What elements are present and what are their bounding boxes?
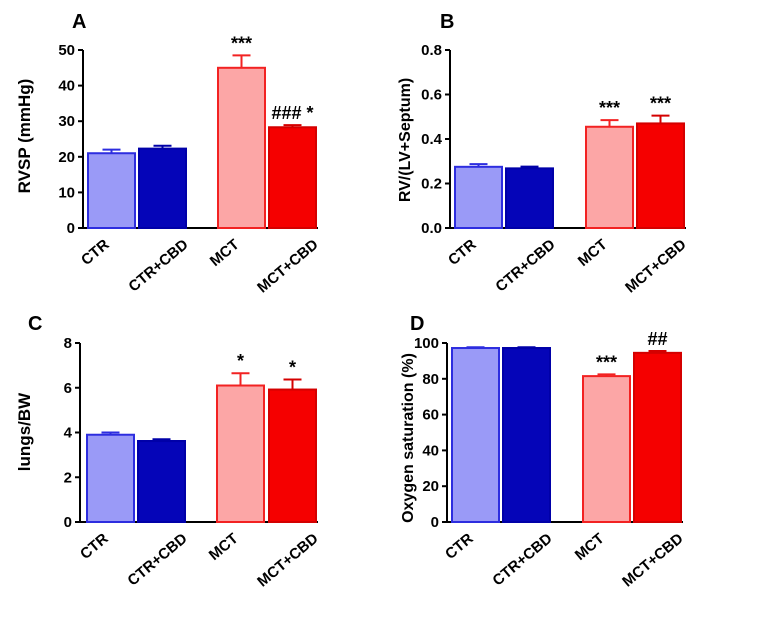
x-tick-label: MCT <box>207 236 243 270</box>
y-tick-label: 0 <box>431 514 439 531</box>
significance-label: * <box>289 357 296 377</box>
y-tick-label: 4 <box>64 425 73 442</box>
x-tick-label: CTR <box>78 236 113 269</box>
y-tick-label: 0.0 <box>421 220 442 237</box>
bar-ctr-cbd <box>138 147 187 229</box>
bar-mct <box>216 384 265 524</box>
bar-ctr <box>451 347 500 523</box>
panel-letter-b: B <box>440 11 454 33</box>
bar-mct-cbd <box>636 122 685 229</box>
bar-ctr-cbd <box>137 440 186 523</box>
x-tick-label: MCT+CBD <box>622 236 690 297</box>
bar-ctr <box>87 152 136 230</box>
y-tick-label: 80 <box>422 371 439 388</box>
y-tick-label: 10 <box>58 184 75 201</box>
y-tick-label: 0 <box>64 514 72 531</box>
x-tick-label: CTR <box>442 530 477 563</box>
bar-mct-cbd <box>268 388 317 524</box>
x-tick-label: MCT+CBD <box>254 236 322 297</box>
bar-mct-cbd <box>633 351 682 523</box>
bar-ctr <box>86 433 135 523</box>
bar-mct-cbd <box>268 126 317 229</box>
x-tick-label: MCT <box>572 530 608 564</box>
panel-d: D Oxygen saturation (%) 0 20 40 60 80 100 CTR C… <box>400 313 687 590</box>
y-tick-label: 40 <box>422 442 439 459</box>
y-tick-label: 0.4 <box>421 131 443 148</box>
significance-label: *** <box>650 94 671 114</box>
y-tick-label: 0.8 <box>421 42 442 59</box>
significance-label: *** <box>599 98 620 118</box>
significance-label: *** <box>596 352 617 372</box>
y-axis-label-a: RVSP (mmHg) <box>15 79 34 194</box>
y-tick-label: 0.2 <box>421 176 442 193</box>
y-axis-label-c: lungs/BW <box>15 392 34 471</box>
panel-letter-d: D <box>410 313 424 335</box>
x-tick-label: CTR <box>77 530 112 563</box>
bar-mct <box>585 125 634 229</box>
y-tick-label: 0 <box>67 220 75 237</box>
panel-letter-c: C <box>28 313 42 335</box>
panel-letter-a: A <box>72 11 86 33</box>
x-tick-label: MCT <box>206 530 242 564</box>
y-tick-label: 6 <box>64 380 72 397</box>
panel-b: B RV/(LV+Septum) 0.0 0.2 0.4 0.6 0.8 CTR CTR+C… <box>397 11 690 296</box>
bar-mct <box>582 375 631 523</box>
y-tick-label: 20 <box>58 149 75 166</box>
significance-label: ## <box>647 329 667 349</box>
y-tick-label: 20 <box>422 478 439 495</box>
y-tick-label: 100 <box>414 335 439 352</box>
y-axis-label-d: Oxygen saturation (%) <box>400 353 417 523</box>
x-tick-label: CTR+CBD <box>124 530 190 589</box>
bar-ctr-cbd <box>502 347 551 523</box>
x-tick-label: CTR+CBD <box>489 530 555 589</box>
x-tick-label: CTR+CBD <box>125 236 191 295</box>
panel-a: A RVSP (mmHg) 0 10 20 30 40 50 CTR CTR+CBD *** MC… <box>15 11 322 296</box>
bar-mct <box>217 66 266 229</box>
x-tick-label: CTR+CBD <box>492 236 558 295</box>
y-axis-label-b: RV/(LV+Septum) <box>397 78 414 202</box>
bar-ctr <box>454 165 503 229</box>
y-tick-label: 8 <box>64 335 72 352</box>
x-tick-label: MCT+CBD <box>254 530 322 591</box>
x-tick-label: MCT <box>575 236 611 270</box>
panel-c: C lungs/BW 0 2 4 6 8 CTR CTR+CBD * MCT * MCT+CBD <box>15 313 322 590</box>
y-tick-label: 0.6 <box>421 87 442 104</box>
x-tick-label: MCT+CBD <box>619 530 687 591</box>
y-tick-label: 40 <box>58 78 75 95</box>
significance-label: *** <box>231 33 252 53</box>
significance-label: ### * <box>271 103 313 123</box>
significance-label: * <box>237 351 244 371</box>
y-tick-label: 50 <box>58 42 75 59</box>
x-tick-label: CTR <box>445 236 480 269</box>
y-tick-label: 30 <box>58 113 75 130</box>
y-tick-label: 60 <box>422 407 439 424</box>
y-tick-label: 2 <box>64 469 72 486</box>
bar-ctr-cbd <box>505 167 554 229</box>
